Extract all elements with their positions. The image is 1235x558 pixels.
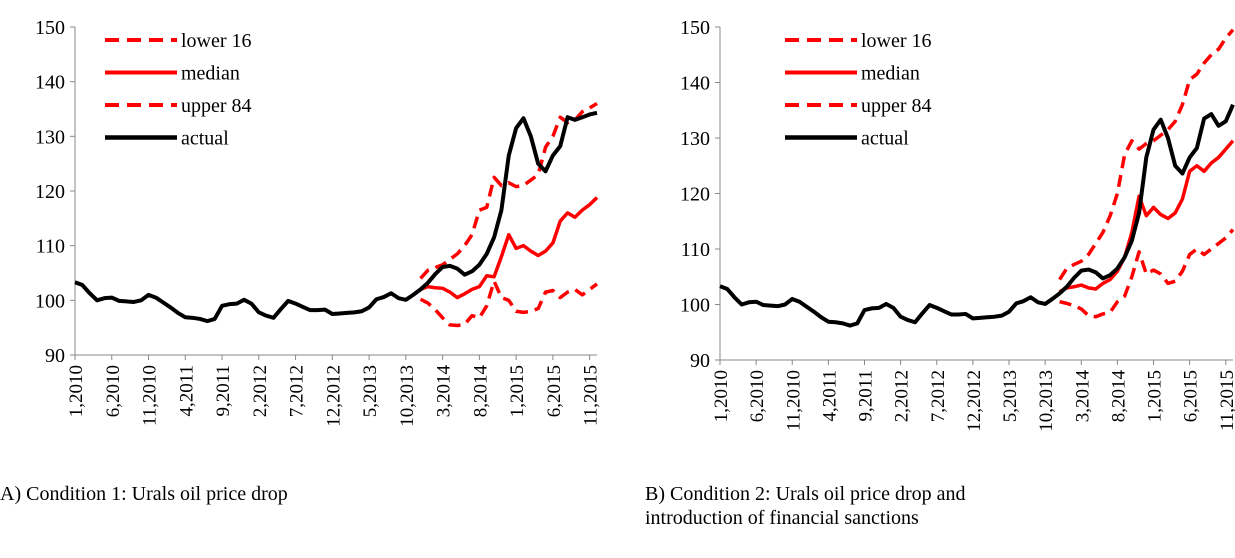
x-tick-label: 4,2011 <box>176 365 197 417</box>
caption: A) Condition 1: Urals oil price drop <box>0 483 288 505</box>
series-line <box>1058 28 1235 281</box>
series-line <box>1058 139 1235 294</box>
series-line <box>419 279 599 328</box>
chart: 90 100 110 120 130 140 150 1,2010 6,2010 11,2010 4… <box>35 17 1235 432</box>
y-tick-label: 150 <box>35 17 65 39</box>
x-tick-label: 5,2013 <box>360 365 381 417</box>
x-tick-label: 10,2013 <box>1036 370 1057 432</box>
x-tick-label: 9,2011 <box>213 365 234 417</box>
y-tick-label: 120 <box>35 181 65 203</box>
x-tick-label: 3,2014 <box>1072 370 1093 423</box>
x-tick-label: 1,2015 <box>507 365 528 417</box>
y-tick-label: 130 <box>35 126 65 148</box>
y-tick-label: 130 <box>680 128 710 150</box>
y-tick-label: 140 <box>680 73 710 95</box>
x-tick-label: 12,2012 <box>323 365 344 427</box>
x-tick-label: 11,2010 <box>783 370 804 431</box>
legend-label: lower 16 <box>181 30 252 52</box>
x-tick-label: 6,2010 <box>747 370 768 422</box>
x-tick-label: 10,2013 <box>397 365 418 427</box>
x-tick-label: 2,2012 <box>250 365 271 417</box>
x-tick-label: 6,2015 <box>1181 370 1202 422</box>
y-tick-label: 90 <box>690 350 710 372</box>
caption: B) Condition 2: Urals oil price drop and… <box>645 483 966 529</box>
y-tick-label: 100 <box>35 290 65 312</box>
x-tick-label: 4,2011 <box>819 370 840 422</box>
legend-label: upper 84 <box>181 95 252 117</box>
series-line <box>74 110 598 324</box>
x-tick-label: 8,2014 <box>470 365 491 418</box>
series-line <box>1059 228 1235 319</box>
x-tick-label: 11,2010 <box>140 365 161 426</box>
series-line <box>719 103 1235 328</box>
y-tick-label: 90 <box>45 345 65 367</box>
x-tick-label: 5,2013 <box>1000 370 1021 422</box>
legend-label: lower 16 <box>861 30 932 52</box>
legend-label: actual <box>861 128 909 150</box>
x-tick-label: 2,2012 <box>892 370 913 422</box>
legend-label: median <box>181 63 240 85</box>
x-tick-label: 9,2011 <box>856 370 877 422</box>
x-tick-label: 1,2010 <box>711 370 732 422</box>
series-line <box>419 102 598 280</box>
y-tick-label: 150 <box>680 17 710 39</box>
legend-label: median <box>861 63 920 85</box>
y-tick-label: 100 <box>680 295 710 317</box>
x-tick-label: 12,2012 <box>964 370 985 432</box>
y-tick-label: 110 <box>681 239 710 261</box>
series-line <box>419 196 599 300</box>
x-tick-label: 8,2014 <box>1108 370 1129 423</box>
x-tick-label: 6,2015 <box>544 365 565 417</box>
x-tick-label: 11,2015 <box>581 365 602 426</box>
x-tick-label: 7,2012 <box>287 365 308 417</box>
y-tick-label: 140 <box>35 72 65 94</box>
legend-label: actual <box>181 128 229 150</box>
x-tick-label: 1,2010 <box>66 365 87 417</box>
x-tick-label: 1,2015 <box>1145 370 1166 422</box>
x-tick-label: 3,2014 <box>434 365 455 418</box>
x-tick-label: 7,2012 <box>928 370 949 422</box>
y-tick-label: 120 <box>680 184 710 206</box>
legend-label: upper 84 <box>861 95 932 117</box>
y-tick-label: 110 <box>36 236 65 258</box>
x-tick-label: 11,2015 <box>1217 370 1235 431</box>
x-tick-label: 6,2010 <box>103 365 124 417</box>
